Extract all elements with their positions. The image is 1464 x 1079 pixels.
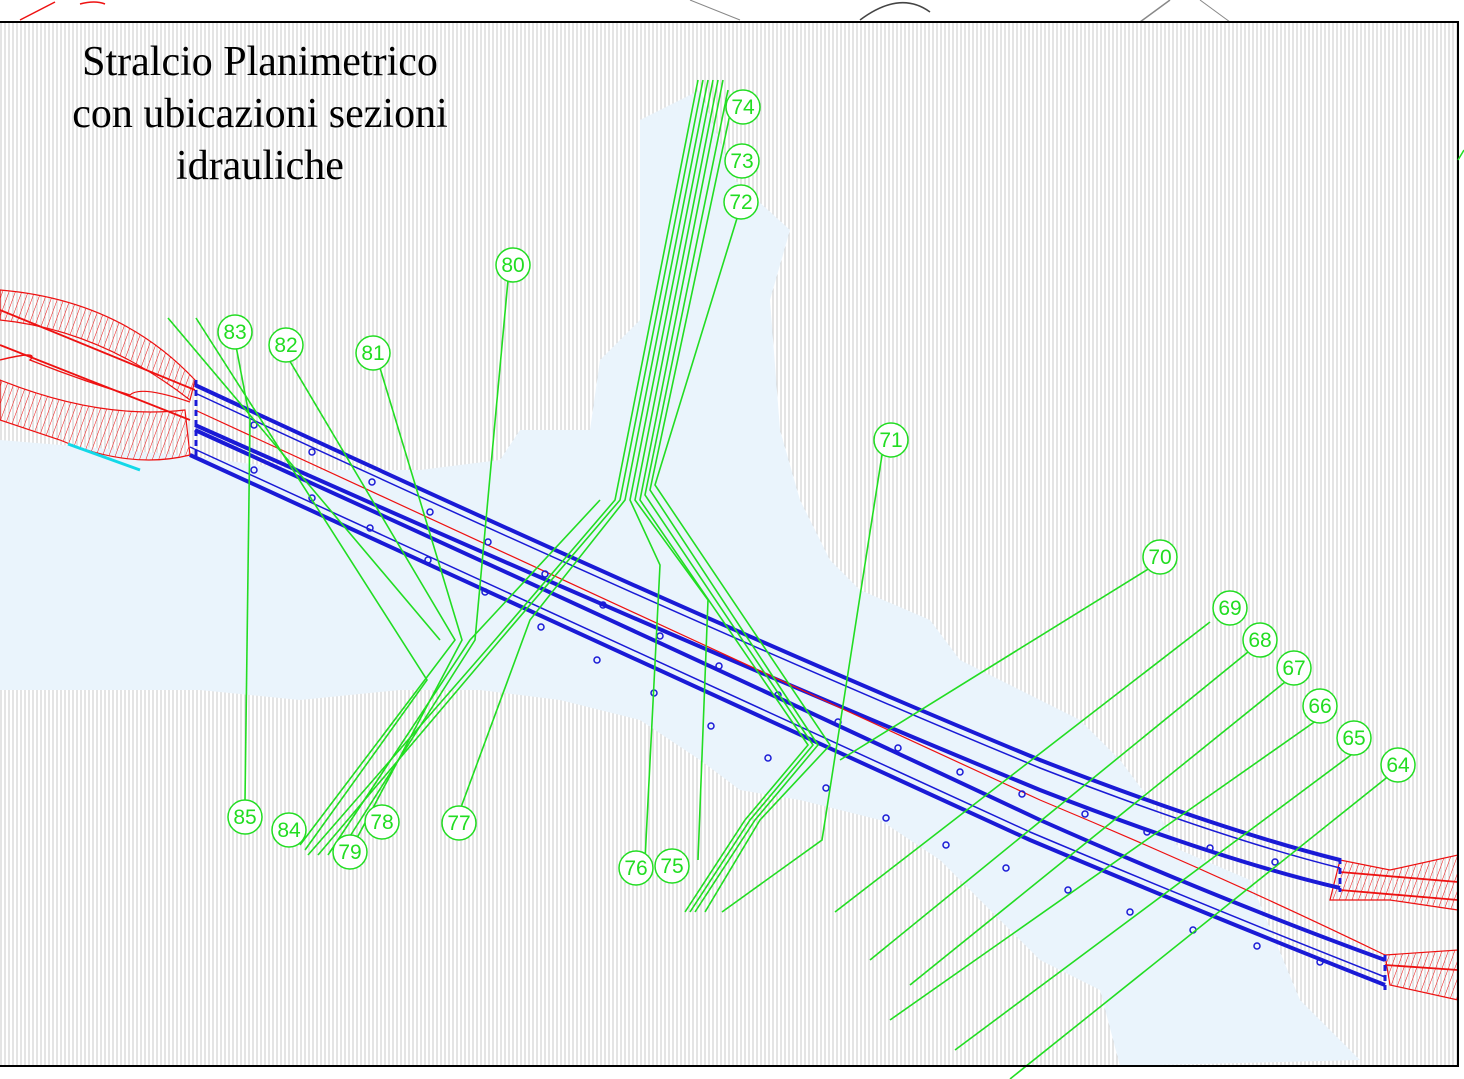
section-label-67: 67	[1276, 650, 1312, 686]
section-labels: 64 65 66 67 68 69 70 71 72 73 74 75 76 7…	[217, 89, 1416, 886]
svg-text:77: 77	[447, 812, 470, 835]
section-label-81: 81	[355, 335, 391, 371]
flood-area	[0, 90, 1360, 1066]
svg-text:76: 76	[624, 857, 647, 880]
svg-text:75: 75	[660, 855, 683, 878]
svg-text:71: 71	[879, 429, 902, 452]
title-line-2: con ubicazioni sezioni	[72, 91, 448, 137]
section-label-65: 65	[1336, 720, 1372, 756]
bridge-channel	[189, 380, 1387, 990]
section-label-66: 66	[1302, 688, 1338, 724]
svg-text:81: 81	[361, 342, 384, 365]
top-road-fragments	[19, 0, 1231, 23]
svg-text:85: 85	[233, 806, 256, 829]
section-label-76: 76	[618, 850, 654, 886]
svg-text:70: 70	[1148, 546, 1171, 569]
section-label-82: 82	[268, 327, 304, 363]
svg-text:66: 66	[1308, 695, 1331, 718]
svg-text:74: 74	[731, 96, 755, 119]
svg-text:64: 64	[1386, 754, 1410, 777]
section-label-77: 77	[441, 805, 477, 841]
section-label-74: 74	[725, 89, 761, 125]
section-lines	[167, 79, 1391, 1079]
road-right	[1329, 854, 1459, 1001]
section-label-83: 83	[217, 314, 253, 350]
road-left	[0, 289, 196, 472]
section-label-69: 69	[1212, 590, 1248, 626]
drawing-frame	[0, 21, 1459, 1067]
section-label-72: 72	[723, 184, 759, 220]
svg-text:73: 73	[730, 150, 753, 173]
svg-text:67: 67	[1282, 657, 1305, 680]
section-label-75: 75	[654, 848, 690, 884]
svg-text:84: 84	[277, 819, 301, 842]
svg-text:65: 65	[1342, 727, 1365, 750]
section-label-78: 78	[364, 804, 400, 840]
svg-text:82: 82	[274, 334, 297, 357]
title-line-1: Stralcio Planimetrico	[82, 39, 438, 85]
svg-text:80: 80	[501, 254, 524, 277]
section-label-64: 64	[1380, 747, 1416, 783]
svg-text:68: 68	[1248, 629, 1271, 652]
section-label-71: 71	[873, 422, 909, 458]
bridge-markers	[250, 421, 1324, 966]
drawing-title: Stralcio Planimetrico con ubicazioni sez…	[20, 36, 500, 192]
section-label-79: 79	[332, 834, 368, 870]
right-edge-fragment	[1457, 149, 1464, 161]
svg-text:79: 79	[338, 841, 361, 864]
svg-text:69: 69	[1218, 597, 1241, 620]
svg-text:83: 83	[223, 321, 246, 344]
section-label-85: 85	[227, 799, 263, 835]
svg-text:78: 78	[370, 811, 393, 834]
section-label-73: 73	[724, 143, 760, 179]
svg-text:72: 72	[729, 191, 752, 214]
title-line-3: idrauliche	[176, 143, 344, 189]
section-label-80: 80	[495, 247, 531, 283]
section-label-84: 84	[271, 812, 307, 848]
section-label-70: 70	[1142, 539, 1178, 575]
section-label-68: 68	[1242, 622, 1278, 658]
